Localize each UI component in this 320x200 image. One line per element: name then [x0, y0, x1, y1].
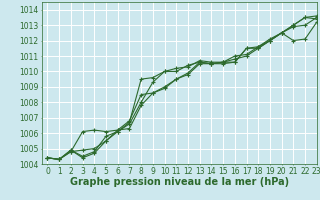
X-axis label: Graphe pression niveau de la mer (hPa): Graphe pression niveau de la mer (hPa) — [70, 177, 289, 187]
